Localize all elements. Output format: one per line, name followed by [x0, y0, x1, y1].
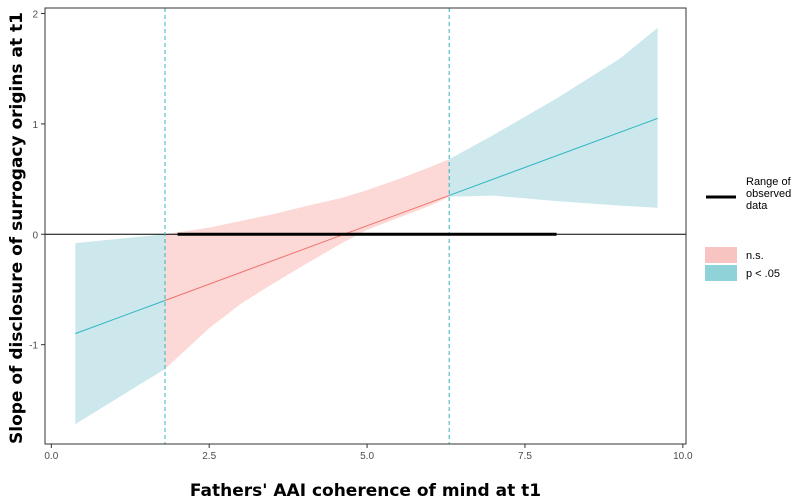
slope-line-ns-1: [164, 194, 450, 301]
slope-lines: [75, 117, 658, 335]
legend-swatch-ns: [705, 247, 737, 263]
y-tick-label: -1: [29, 341, 38, 352]
legend-label-significant: p < .05: [746, 268, 780, 280]
y-tick-label: 1: [32, 120, 38, 131]
x-tick-label: 10.0: [673, 451, 693, 462]
confidence-band-significant-2: [449, 27, 658, 208]
slope-line-significant-0: [75, 300, 166, 335]
legend-range-label: Range of observed data: [746, 176, 792, 212]
y-tick-label: 0: [32, 230, 38, 241]
y-axis-title: Slope of disclosure of surrogacy origins…: [7, 12, 27, 444]
legend-label-ns: n.s.: [746, 250, 764, 262]
x-tick-label: 0.0: [44, 451, 58, 462]
confidence-band-ns-1: [164, 159, 450, 369]
x-tick-label: 2.5: [202, 451, 216, 462]
confidence-band-significant-0: [75, 234, 165, 425]
x-tick-label: 7.5: [518, 451, 532, 462]
slope-line-significant-2: [449, 117, 658, 196]
confidence-bands: [75, 27, 658, 425]
x-tick-label: 5.0: [360, 451, 374, 462]
x-axis-title: Fathers' AAI coherence of mind at t1: [190, 481, 541, 501]
reference-lines: [45, 8, 686, 444]
y-tick-label: 2: [32, 10, 38, 21]
legend-swatch-significant: [705, 265, 737, 281]
plot-panel-border: [44, 7, 687, 445]
y-axis: -1 0 1 2: [29, 10, 45, 352]
x-axis: 0.0 2.5 5.0 7.5 10.0: [44, 444, 693, 462]
legend: Range of observed data n.s. p < .05: [705, 176, 792, 281]
